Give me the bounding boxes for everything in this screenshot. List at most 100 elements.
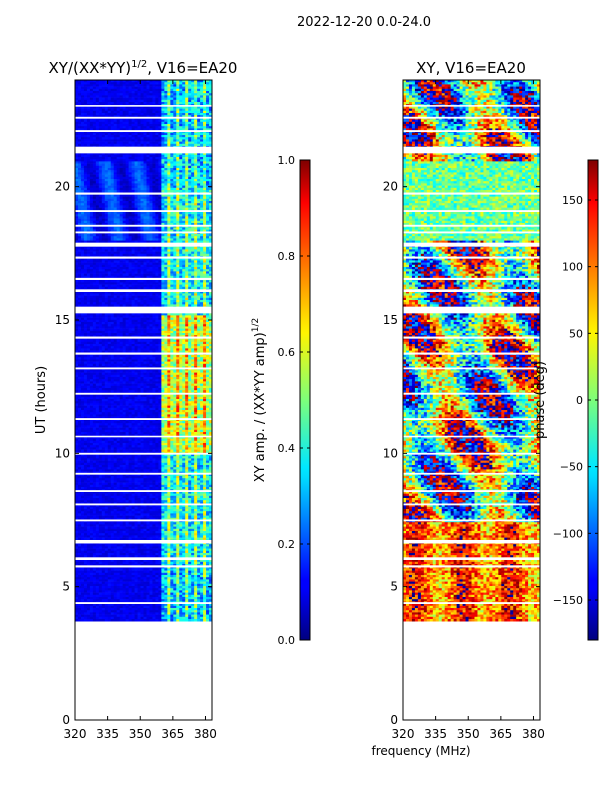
left-cell (107, 293, 112, 296)
left-cell (95, 317, 100, 321)
left-cell (134, 159, 138, 162)
left-cell (104, 119, 109, 123)
left-cell (140, 165, 144, 169)
left-cell (176, 132, 180, 136)
left-cell (173, 132, 177, 136)
left-cell (149, 154, 153, 158)
left-cell (200, 253, 204, 257)
left-cell (137, 282, 141, 285)
left-cell (203, 165, 207, 169)
left-cell (206, 198, 210, 202)
left-cell (185, 84, 189, 87)
left-cell (131, 238, 135, 241)
left-cell (188, 267, 192, 270)
left-cell (149, 181, 153, 184)
left-cell (128, 106, 132, 109)
left-cell (188, 207, 192, 211)
left-cell (113, 126, 118, 129)
left-cell (101, 203, 106, 206)
left-cell (170, 126, 174, 129)
left-cell (113, 315, 118, 318)
left-cell (209, 172, 212, 175)
left-cell (128, 269, 132, 272)
left-cell (194, 214, 198, 217)
left-cell (134, 80, 138, 83)
left-cell (95, 157, 100, 160)
left-cell (128, 194, 132, 197)
left-cell (203, 80, 207, 83)
left-cell (119, 108, 124, 112)
left-cell (125, 260, 130, 263)
left-cell (95, 82, 100, 85)
left-cell (206, 267, 210, 270)
left-cell (137, 198, 141, 202)
left-cell (95, 304, 100, 307)
left-cell (98, 159, 103, 162)
left-cell (158, 172, 162, 175)
left-cell (125, 201, 130, 204)
left-cell (75, 154, 79, 158)
left-cell (86, 253, 91, 257)
left-cell (125, 110, 130, 114)
left-cell (158, 218, 162, 222)
left-cell (191, 258, 195, 261)
left-cell (125, 236, 130, 239)
left-cell (173, 121, 177, 125)
left-cell (77, 108, 82, 112)
left-cell (80, 108, 85, 112)
left-cell (200, 240, 204, 244)
left-cell (161, 115, 165, 118)
left-cell (191, 152, 195, 156)
left-cell (176, 275, 180, 279)
left-cell (176, 97, 180, 101)
left-cell (134, 128, 138, 131)
left-cell (83, 258, 88, 261)
left-cell (143, 108, 147, 112)
left-cell (209, 297, 212, 301)
left-cell (146, 240, 150, 244)
left-cell (203, 247, 207, 250)
left-cell (158, 297, 162, 301)
left-cell (119, 187, 124, 191)
left-cell (149, 271, 153, 274)
left-cell (203, 91, 207, 94)
left-cell (176, 267, 180, 270)
left-cell (113, 124, 118, 127)
left-cell (206, 201, 210, 204)
left-cell (191, 106, 195, 109)
left-cell (188, 247, 192, 250)
left-cell (134, 137, 138, 140)
left-cell (209, 132, 212, 136)
left-cell (101, 253, 106, 257)
left-cell (206, 284, 210, 288)
left-cell (119, 284, 124, 288)
left-cell (86, 93, 91, 96)
left-cell (86, 227, 91, 230)
left-cell (75, 207, 79, 211)
left-cell (167, 84, 171, 87)
left-cell (140, 135, 144, 138)
left-cell (206, 124, 210, 127)
left-cell (173, 234, 177, 237)
left-cell (98, 99, 103, 103)
left-cell (125, 93, 130, 96)
left-cell (113, 91, 118, 94)
left-cell (80, 229, 85, 233)
left-cell (122, 128, 127, 131)
left-cell (179, 139, 183, 142)
left-cell (143, 86, 147, 90)
left-cell (185, 108, 189, 112)
left-cell (203, 86, 207, 90)
left-cell (83, 82, 88, 85)
left-cell (104, 295, 109, 299)
left-cell (179, 113, 183, 116)
left-cell (113, 297, 118, 301)
left-cell (179, 291, 183, 294)
left-cell (149, 170, 153, 173)
left-cell (122, 196, 127, 200)
left-cell (89, 194, 94, 197)
left-cell (170, 214, 174, 217)
left-cell (149, 194, 153, 197)
left-cell (92, 247, 97, 250)
left-cell (188, 216, 192, 219)
